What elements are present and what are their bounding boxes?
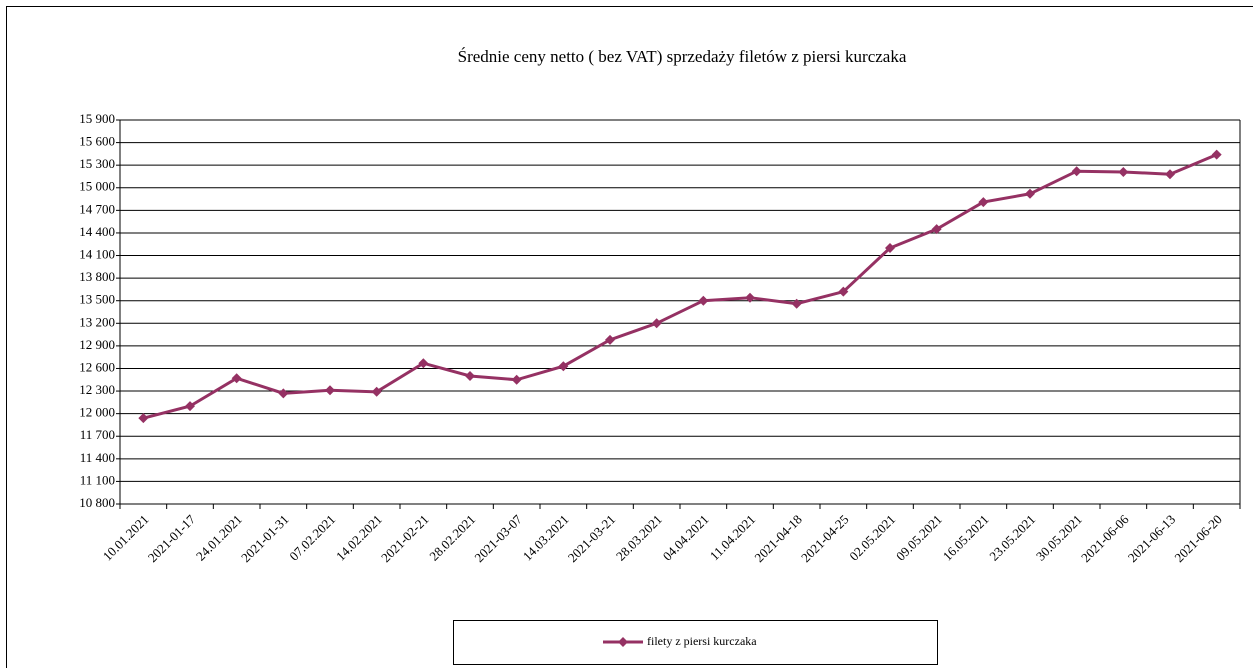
y-tick-label: 12 600: [79, 359, 115, 374]
marker: [651, 318, 662, 329]
y-tick-label: 14 400: [79, 224, 115, 239]
marker: [1165, 169, 1175, 180]
x-tick-label: 11.04.2021: [707, 512, 759, 564]
x-tick-label: 2021-06-20: [1171, 512, 1225, 566]
x-tick-label: 2021-04-18: [751, 512, 805, 566]
x-tick-label: 07.02.2021: [286, 512, 338, 564]
y-tick-label: 13 800: [79, 269, 115, 284]
marker: [1025, 188, 1035, 199]
x-tick-label: 04.04.2021: [660, 512, 712, 564]
marker: [185, 401, 195, 412]
y-tick-label: 11 400: [80, 450, 115, 465]
x-tick-label: 2021-02-21: [378, 512, 432, 566]
x-tick-label: 2021-01-31: [238, 512, 292, 566]
y-tick-label: 11 100: [80, 472, 115, 487]
y-tick-label: 14 700: [79, 201, 115, 216]
marker: [1118, 166, 1129, 177]
marker: [885, 243, 895, 253]
marker: [511, 374, 522, 385]
marker: [231, 373, 242, 384]
x-tick-label: 28.02.2021: [426, 512, 478, 564]
y-tick-label: 11 700: [80, 427, 115, 442]
x-tick-label: 2021-01-17: [145, 511, 199, 565]
x-tick-label: 2021-04-25: [798, 512, 852, 566]
y-tick-label: 15 600: [79, 134, 115, 149]
marker: [465, 371, 475, 381]
y-tick-label: 14 100: [79, 247, 115, 262]
x-tick-label: 10.01.2021: [100, 512, 152, 564]
marker: [138, 413, 149, 424]
marker: [558, 361, 569, 372]
x-tick-label: 14.02.2021: [333, 512, 385, 564]
x-tick-label: 09.05.2021: [893, 512, 945, 564]
marker: [698, 295, 709, 306]
marker: [418, 358, 429, 369]
x-tick-label: 2021-03-21: [565, 512, 619, 566]
chart-frame: [6, 6, 1253, 668]
x-tick-label: 30.05.2021: [1033, 512, 1085, 564]
marker: [371, 386, 382, 397]
legend-label: filety z piersi kurczaka: [647, 634, 757, 648]
y-tick-label: 12 300: [79, 382, 115, 397]
marker: [745, 292, 755, 303]
marker: [618, 637, 628, 647]
marker: [838, 286, 849, 297]
legend-box: [453, 620, 938, 665]
marker: [791, 298, 802, 309]
x-tick-label: 2021-03-07: [471, 511, 525, 565]
x-tick-label: 2021-06-06: [1078, 511, 1132, 565]
marker: [605, 334, 615, 345]
y-tick-label: 15 900: [79, 111, 115, 126]
series-line: [142, 153, 1218, 420]
marker: [978, 197, 989, 208]
x-tick-label: 24.01.2021: [193, 512, 245, 564]
y-tick-label: 13 200: [79, 314, 115, 329]
x-tick-label: 2021-06-13: [1125, 512, 1179, 566]
marker: [1071, 166, 1082, 177]
y-tick-label: 15 300: [79, 156, 115, 171]
x-tick-label: 16.05.2021: [940, 512, 992, 564]
x-tick-label: 02.05.2021: [846, 512, 898, 564]
marker: [1211, 149, 1222, 160]
y-tick-label: 15 000: [79, 179, 115, 194]
chart-title: Średnie ceny netto ( bez VAT) sprzedaży …: [458, 47, 907, 66]
marker: [278, 388, 289, 399]
x-tick-label: 23.05.2021: [986, 512, 1038, 564]
y-tick-label: 13 500: [79, 292, 115, 307]
y-tick-label: 12 900: [79, 337, 115, 352]
y-tick-label: 10 800: [79, 495, 115, 510]
x-tick-label: 28.03.2021: [613, 512, 665, 564]
y-tick-label: 12 000: [79, 405, 115, 420]
marker: [325, 385, 335, 396]
marker: [931, 224, 942, 235]
x-tick-label: 14.03.2021: [520, 512, 572, 564]
